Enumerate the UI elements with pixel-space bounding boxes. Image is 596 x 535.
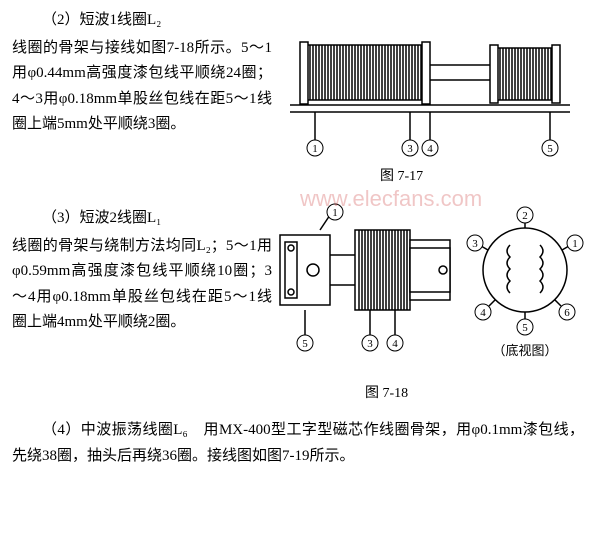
fig718-r-3: 3 — [472, 238, 478, 250]
figure-7-17: 1 3 4 5 — [280, 20, 580, 165]
fig718-r-2: 2 — [522, 210, 528, 222]
para3-rest: 线圈的骨架与绕制方法均同L₂；5～1用φ0.59mm高强度漆包线平顺绕10圈；3… — [12, 234, 272, 336]
fig717-label-3: 3 — [407, 143, 413, 155]
fig718-r-5: 5 — [522, 322, 528, 334]
fig717-caption: 图 7-17 — [380, 165, 423, 189]
para3-block: （3）短波2线圈L₁ 线圈的骨架与绕制方法均同L₂；5～1用φ0.59mm高强度… — [12, 206, 272, 336]
fig718-caption: 图 7-18 — [365, 382, 408, 406]
para2-block: （2）短波1线圈L₂ 线圈的骨架与接线如图7-18所示。5～1用φ0.44mm高… — [12, 8, 272, 138]
fig717-label-1: 1 — [312, 143, 318, 155]
fig718-l-4: 4 — [392, 338, 398, 350]
fig718-l-1: 1 — [332, 207, 338, 219]
para2-line1: （2）短波1线圈L₂ — [12, 8, 272, 34]
para3-line1: （3）短波2线圈L₁ — [12, 206, 272, 232]
fig718-r-4: 4 — [480, 307, 486, 319]
figure-7-18: 1 5 3 4 2 3 1 4 6 5 （底视图） — [275, 200, 590, 375]
fig718-l-3: 3 — [367, 338, 373, 350]
fig718-r-6: 6 — [564, 307, 570, 319]
para4-block: （4）中波振荡线圈L₆ 用MX-400型工字型磁芯作线圈骨架，用φ0.1mm漆包… — [12, 418, 584, 471]
fig718-r-1: 1 — [572, 238, 578, 250]
para2-rest: 线圈的骨架与接线如图7-18所示。5～1用φ0.44mm高强度漆包线平顺绕24圈… — [12, 36, 272, 138]
fig717-label-4: 4 — [427, 143, 433, 155]
fig718-bottom-note: （底视图） — [492, 343, 557, 358]
fig717-label-5: 5 — [547, 143, 553, 155]
fig718-l-5: 5 — [302, 338, 308, 350]
para4-text: （4）中波振荡线圈L₆ 用MX-400型工字型磁芯作线圈骨架，用φ0.1mm漆包… — [12, 418, 584, 469]
